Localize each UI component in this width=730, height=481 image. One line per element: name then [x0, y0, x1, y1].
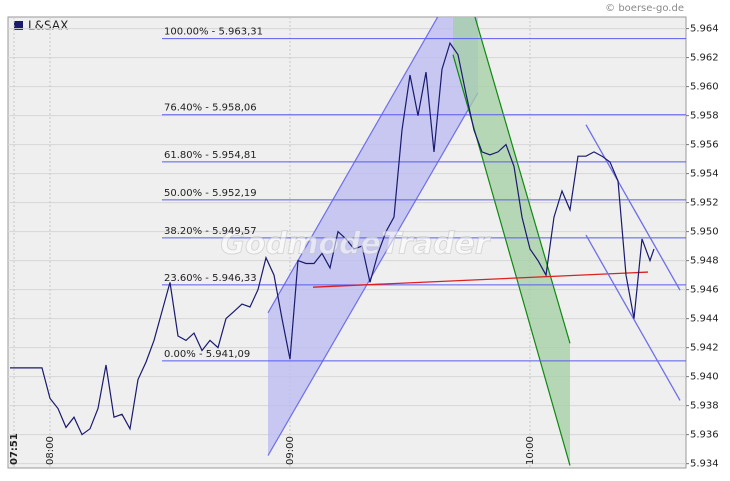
fib-label: 0.00% - 5.941,09 — [164, 349, 250, 360]
y-tick-label: 5.958 — [690, 111, 719, 122]
legend-swatch — [14, 21, 23, 30]
y-tick-label: 5.946 — [690, 285, 719, 296]
copyright: © boerse-go.de — [605, 3, 684, 14]
y-tick-label: 5.938 — [690, 401, 719, 412]
channel-fill — [453, 17, 570, 466]
y-tick-label: 5.956 — [690, 140, 719, 151]
x-tick-label: 09:00 — [285, 436, 296, 465]
y-tick-label: 5.950 — [690, 227, 719, 238]
x-tick-label: 07:51 — [9, 433, 20, 465]
fib-label: 76.40% - 5.958,06 — [164, 103, 257, 114]
channel-line — [267, 17, 439, 314]
fib-label: 100.00% - 5.963,31 — [164, 27, 263, 38]
x-tick-label: 10:00 — [525, 436, 536, 465]
y-tick-label: 5.944 — [690, 314, 719, 325]
y-tick-label: 5.948 — [690, 256, 719, 267]
fib-label: 23.60% - 5.946,33 — [164, 273, 257, 284]
trendline — [585, 124, 681, 291]
plot-layer — [8, 17, 686, 468]
channel-fill — [268, 17, 478, 456]
fib-label: 61.80% - 5.954,81 — [164, 150, 257, 161]
trendline — [585, 234, 681, 401]
channel-line — [267, 92, 479, 456]
trendline — [312, 271, 649, 288]
fib-label: 50.00% - 5.952,19 — [164, 188, 257, 199]
y-tick-label: 5.954 — [690, 169, 719, 180]
y-tick-label: 5.936 — [690, 430, 719, 441]
price-line — [10, 41, 655, 436]
y-tick-label: 5.940 — [690, 372, 719, 383]
y-tick-label: 5.952 — [690, 198, 719, 209]
y-tick-label: 5.960 — [690, 82, 719, 93]
y-tick-label: 5.964 — [690, 24, 719, 35]
fib-label: 38.20% - 5.949,57 — [164, 226, 257, 237]
legend-label: L&SAX — [28, 19, 68, 33]
y-tick-label: 5.942 — [690, 343, 719, 354]
watermark: GodmodeTrader — [220, 227, 491, 262]
x-tick-label: 08:00 — [45, 436, 56, 465]
y-tick-label: 5.934 — [690, 459, 719, 470]
y-tick-label: 5.962 — [690, 53, 719, 64]
